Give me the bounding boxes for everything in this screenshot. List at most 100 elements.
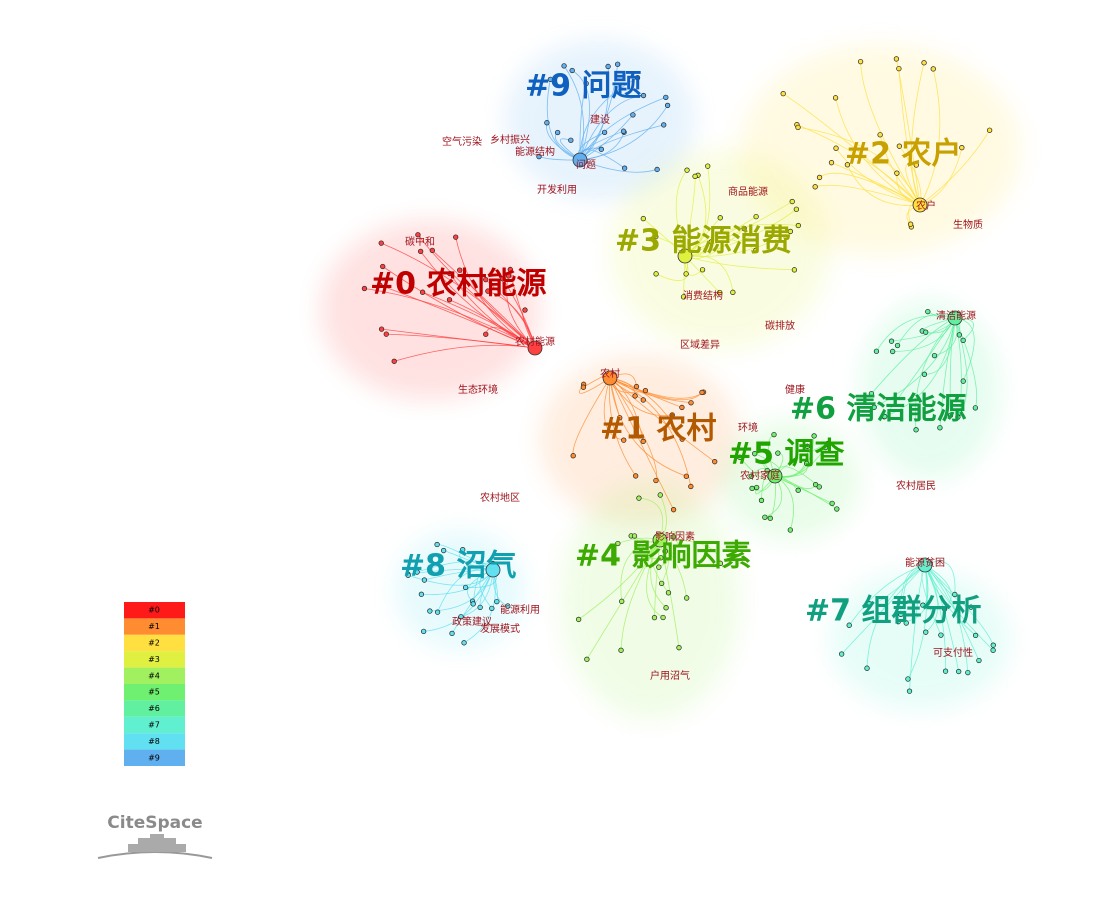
link xyxy=(924,564,976,636)
node xyxy=(787,527,793,533)
node xyxy=(921,371,928,377)
node xyxy=(618,647,624,653)
node xyxy=(640,438,646,445)
link xyxy=(907,564,928,680)
node xyxy=(663,605,669,611)
node-label: 健康 xyxy=(785,383,805,396)
node xyxy=(717,560,724,566)
link xyxy=(797,126,921,206)
node xyxy=(658,555,664,561)
legend-swatch xyxy=(124,733,185,750)
node xyxy=(429,247,435,254)
legend-label: #5 xyxy=(148,688,160,697)
node xyxy=(717,215,723,221)
legend-swatch xyxy=(124,749,185,766)
legend-swatch xyxy=(124,618,185,635)
node xyxy=(414,569,420,575)
node xyxy=(986,127,993,133)
node xyxy=(898,611,904,618)
link xyxy=(432,250,536,349)
node xyxy=(680,294,687,300)
node xyxy=(749,485,755,492)
hub-node xyxy=(767,468,783,484)
node xyxy=(793,206,800,212)
node-label: 发展模式 xyxy=(480,622,520,635)
node xyxy=(947,412,954,418)
node-label: 乡村振兴 xyxy=(490,133,530,146)
node xyxy=(952,591,958,598)
node xyxy=(937,425,943,431)
node xyxy=(816,484,822,490)
legend-label: #9 xyxy=(148,753,160,762)
node xyxy=(441,547,447,554)
node xyxy=(383,331,389,337)
node xyxy=(894,170,900,176)
cluster-label: #8 沼气 xyxy=(400,549,516,584)
node xyxy=(683,271,689,277)
cluster-label: #5 调查 xyxy=(728,437,844,472)
node xyxy=(888,338,895,344)
link xyxy=(381,242,536,349)
node xyxy=(825,440,831,447)
node xyxy=(636,495,642,501)
node-label: 农村家庭 xyxy=(740,469,780,482)
hub-node xyxy=(917,557,933,573)
node xyxy=(460,546,466,553)
node xyxy=(871,404,877,410)
node xyxy=(920,602,926,608)
node xyxy=(380,263,386,270)
hub-node xyxy=(677,248,693,264)
node xyxy=(621,165,628,171)
link xyxy=(609,377,687,477)
node xyxy=(391,358,397,364)
cluster-label: #3 能源消费 xyxy=(615,224,791,259)
link xyxy=(579,159,658,173)
node xyxy=(990,642,996,648)
node xyxy=(712,459,718,465)
node xyxy=(570,453,576,459)
node xyxy=(470,601,476,607)
node xyxy=(621,437,627,443)
node xyxy=(494,598,500,605)
link xyxy=(835,97,921,206)
link xyxy=(954,317,978,408)
node xyxy=(461,640,467,646)
node xyxy=(631,533,638,539)
node-label: 商品能源 xyxy=(728,185,768,198)
node xyxy=(857,58,864,65)
node xyxy=(829,500,835,507)
node xyxy=(664,102,671,109)
link xyxy=(879,134,921,206)
node xyxy=(931,352,938,359)
node-label: 农村居民 xyxy=(896,479,936,492)
node xyxy=(507,266,513,273)
link xyxy=(819,172,921,206)
cluster-label: #9 问题 xyxy=(525,69,641,104)
node xyxy=(457,267,463,273)
node xyxy=(632,393,638,399)
node-label: 农村地区 xyxy=(480,491,520,504)
legend-swatch xyxy=(124,700,185,717)
link xyxy=(572,377,611,456)
node xyxy=(956,668,962,675)
node xyxy=(896,143,902,149)
link xyxy=(487,290,536,349)
link xyxy=(909,564,926,692)
link xyxy=(463,569,496,644)
node xyxy=(684,595,690,601)
node xyxy=(620,128,627,134)
node xyxy=(730,289,736,295)
node xyxy=(619,598,625,604)
node xyxy=(811,433,817,439)
cluster-label: #1 农村 xyxy=(600,412,716,447)
link xyxy=(609,377,715,462)
node xyxy=(795,222,801,229)
link xyxy=(563,65,585,161)
node xyxy=(554,129,561,136)
node xyxy=(684,167,690,173)
link xyxy=(509,269,536,349)
node-label: 建设 xyxy=(590,113,610,126)
node xyxy=(485,288,491,294)
node-label: 消费结构 xyxy=(683,289,723,302)
link xyxy=(815,184,921,206)
